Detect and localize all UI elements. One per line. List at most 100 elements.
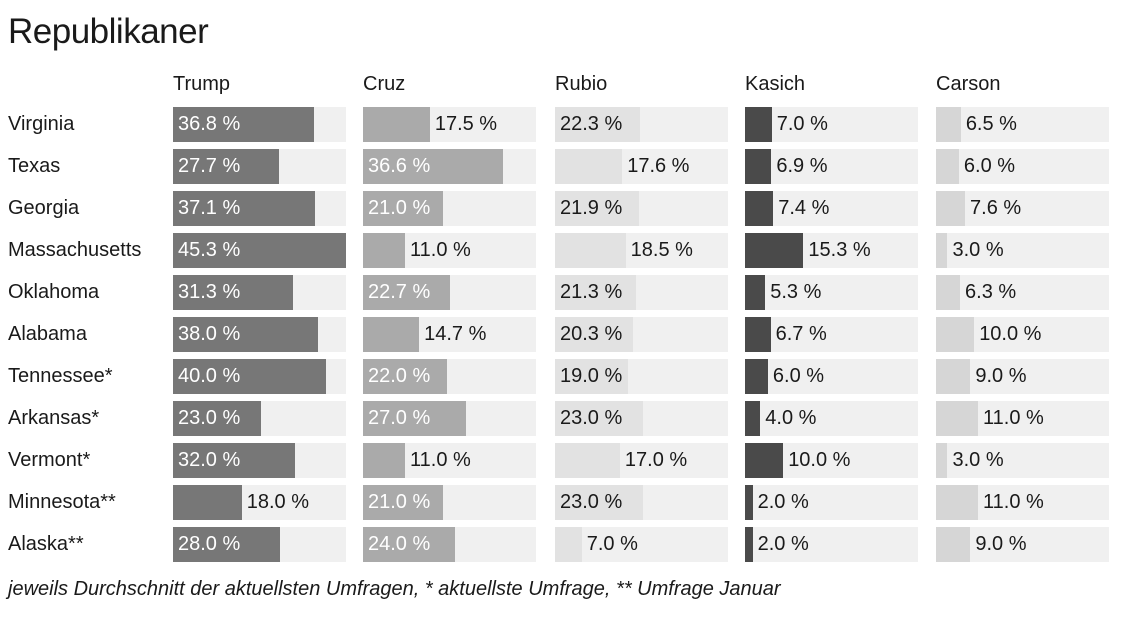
bar-track: 2.0 % (745, 527, 918, 562)
bar (363, 527, 455, 562)
bar-track: 38.0 % (173, 317, 346, 352)
data-label: 27.0 % (368, 407, 431, 429)
data-label: 6.3 % (965, 281, 1017, 303)
bar-track: 22.7 % (363, 275, 536, 310)
bar-track: 19.0 % (555, 359, 728, 394)
data-label: 6.9 % (776, 155, 828, 177)
bar-track: 17.5 % (363, 107, 536, 142)
bar (555, 233, 626, 268)
data-label: 23.0 % (178, 407, 241, 429)
bar (936, 485, 978, 520)
data-label: 20.3 % (560, 323, 623, 345)
data-label: 22.3 % (560, 113, 623, 135)
bar (745, 233, 804, 268)
series-header: Carson (936, 73, 1001, 95)
bar-track: 5.3 % (745, 275, 918, 310)
bar (363, 107, 430, 142)
bar (173, 317, 319, 352)
state-label: Tennessee* (8, 365, 113, 387)
data-label: 11.0 % (410, 449, 471, 471)
data-label: 10.0 % (788, 449, 851, 471)
bar (173, 275, 293, 310)
bar-track: 27.0 % (363, 401, 536, 436)
data-label: 45.3 % (178, 239, 241, 261)
bar (173, 191, 315, 226)
bar (363, 233, 405, 268)
bar (745, 317, 771, 352)
bar (745, 275, 766, 310)
bar (936, 359, 971, 394)
bar-track: 28.0 % (173, 527, 346, 562)
bar-track: 22.3 % (555, 107, 728, 142)
bar (173, 401, 261, 436)
data-label: 11.0 % (410, 239, 471, 261)
bar-track: 23.0 % (555, 485, 728, 520)
bar-track: 21.0 % (363, 485, 536, 520)
state-label: Vermont* (8, 449, 91, 471)
bar (555, 443, 620, 478)
bar (173, 443, 296, 478)
bar (363, 401, 467, 436)
bar-track: 6.0 % (745, 359, 918, 394)
bar-track: 6.9 % (745, 149, 918, 184)
bar-track: 7.6 % (936, 191, 1109, 226)
bar-track: 10.0 % (745, 443, 918, 478)
series-header: Cruz (363, 73, 406, 95)
bar (936, 191, 966, 226)
data-label: 6.5 % (965, 113, 1017, 135)
series-header: Kasich (745, 73, 806, 95)
bar-track: 11.0 % (936, 485, 1109, 520)
data-label: 36.8 % (178, 113, 241, 135)
bar-track: 6.0 % (936, 149, 1109, 184)
bar-track: 17.6 % (555, 149, 728, 184)
data-label: 7.4 % (778, 197, 830, 219)
bar (173, 485, 242, 520)
bar (173, 107, 314, 142)
bar-track: 11.0 % (363, 443, 536, 478)
bar (555, 107, 641, 142)
data-label: 6.0 % (963, 155, 1016, 177)
bar-track: 7.0 % (555, 527, 728, 562)
bar (363, 485, 444, 520)
bar-track: 14.7 % (363, 317, 536, 352)
bar-track: 40.0 % (173, 359, 346, 394)
data-label: 10.0 % (979, 323, 1042, 345)
bar-track: 37.1 % (173, 191, 346, 226)
data-label: 14.7 % (424, 323, 487, 345)
data-label: 9.0 % (975, 365, 1027, 387)
bar-track: 27.7 % (173, 149, 346, 184)
bar-track: 24.0 % (363, 527, 536, 562)
bar-track: 18.5 % (555, 233, 728, 268)
bar-track: 31.3 % (173, 275, 346, 310)
bar (363, 443, 405, 478)
data-label: 9.0 % (975, 533, 1027, 555)
bar (745, 401, 761, 436)
data-label: 17.6 % (627, 155, 690, 177)
footnote: jeweils Durchschnitt der aktuellsten Umf… (8, 578, 781, 600)
data-label: 6.7 % (775, 323, 827, 345)
data-label: 21.0 % (368, 491, 431, 513)
bar (936, 275, 961, 310)
data-label: 11.0 % (983, 491, 1044, 513)
data-label: 5.3 % (770, 281, 822, 303)
bar-track: 18.0 % (173, 485, 346, 520)
state-label: Oklahoma (8, 281, 100, 303)
bar-track: 3.0 % (936, 443, 1109, 478)
bar (173, 233, 346, 268)
data-label: 24.0 % (368, 533, 431, 555)
bar (936, 233, 948, 268)
data-label: 23.0 % (560, 491, 623, 513)
bar-track: 10.0 % (936, 317, 1109, 352)
bar (936, 107, 961, 142)
data-label: 38.0 % (178, 323, 241, 345)
bar (173, 149, 279, 184)
bar (555, 527, 582, 562)
bar (363, 191, 444, 226)
bar (363, 317, 420, 352)
bar (745, 527, 753, 562)
data-label: 32.0 % (178, 449, 241, 471)
bar (745, 107, 772, 142)
series-header: Rubio (555, 73, 608, 95)
data-label: 19.0 % (560, 365, 623, 387)
chart-title: Republikaner (8, 12, 209, 51)
